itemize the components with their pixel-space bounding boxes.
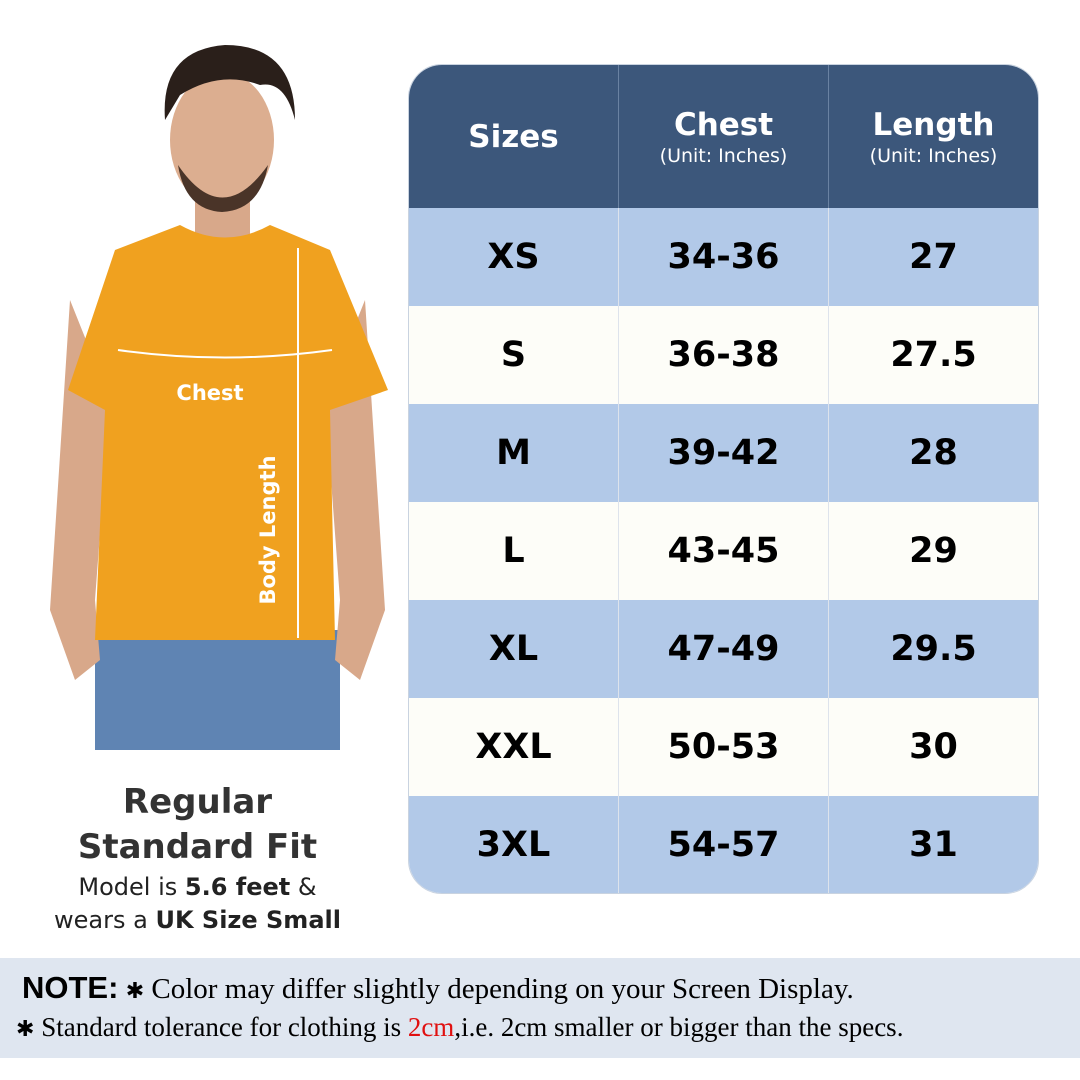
size-cell: XS: [409, 208, 619, 306]
note-banner: NOTE: ✱ Color may differ slightly depend…: [0, 958, 1080, 1058]
length-cell: 30: [829, 698, 1038, 796]
cell-value: 47-49: [667, 629, 780, 669]
cell-value: XXL: [475, 727, 552, 767]
cell-value: 43-45: [667, 531, 780, 571]
asterisk-icon: ✱: [16, 1016, 35, 1041]
cell-value: 54-57: [667, 825, 780, 865]
cell-value: 3XL: [476, 825, 551, 865]
chest-label: Chest: [176, 381, 243, 405]
size-cell: S: [409, 306, 619, 404]
table-header: Sizes Chest (Unit: Inches) Length (Unit: I…: [409, 65, 1038, 208]
cell-value: 34-36: [667, 237, 780, 277]
table-row: 3XL 54-57 31: [409, 796, 1038, 893]
model-photo: Chest Body Length: [50, 45, 388, 750]
length-cell: 29: [829, 502, 1038, 600]
length-cell: 27: [829, 208, 1038, 306]
cell-value: 30: [909, 727, 958, 767]
cell-value: 27: [909, 237, 958, 277]
beard: [178, 165, 268, 212]
cell-value: S: [500, 335, 527, 375]
cell-value: XS: [487, 237, 540, 277]
cell-value: 28: [909, 433, 958, 473]
cell-value: 29.5: [890, 629, 977, 669]
chest-cell: 34-36: [619, 208, 829, 306]
fit-subtitle: Standard Fit: [77, 827, 318, 867]
chest-cell: 36-38: [619, 306, 829, 404]
size-table: Sizes Chest (Unit: Inches) Length (Unit: I…: [408, 64, 1039, 894]
length-cell: 28: [829, 404, 1038, 502]
chest-cell: 54-57: [619, 796, 829, 893]
cell-value: L: [502, 531, 525, 571]
cell-value: 39-42: [667, 433, 780, 473]
table-row: S 36-38 27.5: [409, 306, 1038, 404]
chest-arrow: [117, 349, 333, 359]
cell-value: 31: [909, 825, 958, 865]
length-cell: 31: [829, 796, 1038, 893]
size-cell: XL: [409, 600, 619, 698]
cell-value: 27.5: [890, 335, 977, 375]
cell-value: 50-53: [667, 727, 780, 767]
table-row: M 39-42 28: [409, 404, 1038, 502]
cell-value: XL: [488, 629, 539, 669]
cell-value: 36-38: [667, 335, 780, 375]
chest-cell: 43-45: [619, 502, 829, 600]
note-line-1: NOTE: ✱ Color may differ slightly depend…: [22, 970, 854, 1005]
tshirt: [68, 225, 388, 640]
jeans: [95, 630, 340, 750]
asterisk-icon: ✱: [125, 978, 145, 1003]
chest-cell: 50-53: [619, 698, 829, 796]
model-height: Model is 5.6 feet &: [78, 873, 317, 901]
table-row: XXL 50-53 30: [409, 698, 1038, 796]
chest-cell: 39-42: [619, 404, 829, 502]
model-size: wears a UK Size Small: [54, 906, 341, 934]
hair: [164, 45, 295, 120]
table-row: L 43-45 29: [409, 502, 1038, 600]
face: [170, 72, 274, 208]
body-length-label: Body Length: [256, 455, 280, 604]
note-line-2: ✱ Standard tolerance for clothing is 2cm…: [16, 1012, 904, 1042]
chest-cell: 47-49: [619, 600, 829, 698]
header-chest: Chest (Unit: Inches): [619, 65, 829, 208]
header-length: Length (Unit: Inches): [869, 106, 998, 167]
cell-value: M: [496, 433, 531, 473]
length-cell: 29.5: [829, 600, 1038, 698]
length-cell: 27.5: [829, 306, 1038, 404]
table-row: XL 47-49 29.5: [409, 600, 1038, 698]
size-cell: 3XL: [409, 796, 619, 893]
table-row: XS 34-36 27: [409, 208, 1038, 306]
size-cell: M: [409, 404, 619, 502]
fit-title: Regular: [122, 782, 273, 822]
header-sizes: Sizes: [409, 65, 619, 208]
cell-value: 29: [909, 531, 958, 571]
size-cell: L: [409, 502, 619, 600]
size-cell: XXL: [409, 698, 619, 796]
